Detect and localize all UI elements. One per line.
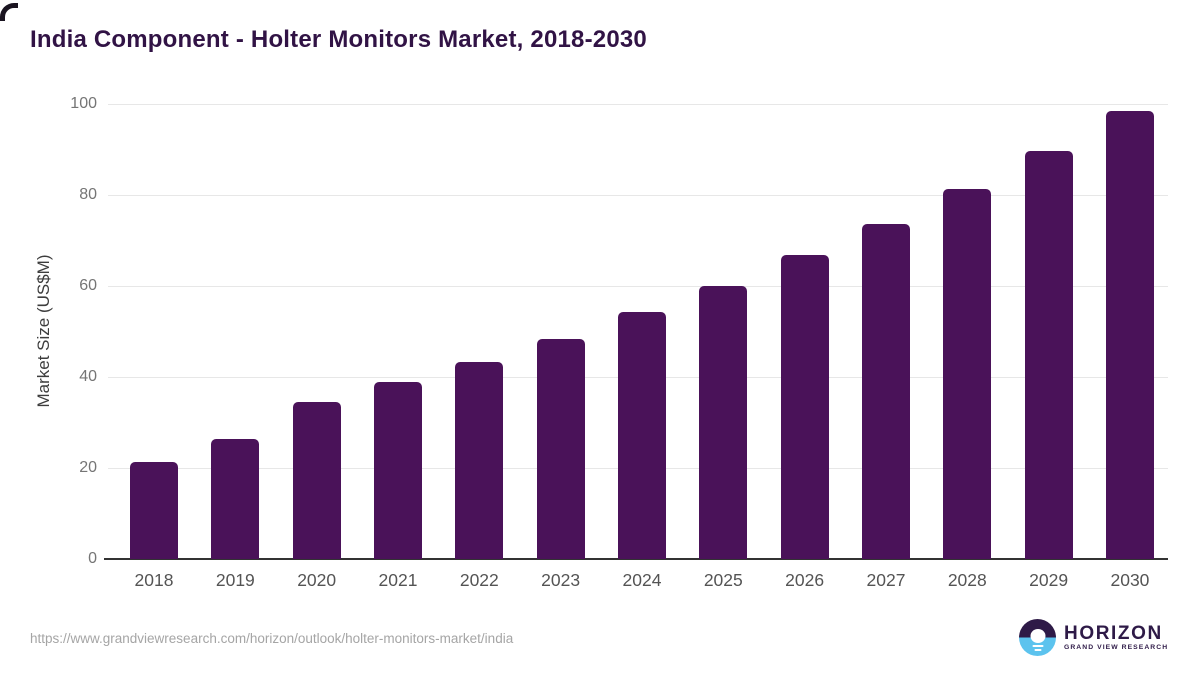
x-tick-label: 2027 bbox=[866, 570, 906, 590]
y-tick-label: 20 bbox=[79, 459, 97, 476]
horizon-logo: HORIZON GRAND VIEW RESEARCH bbox=[1019, 619, 1168, 656]
x-tick-label: 2028 bbox=[947, 570, 987, 590]
plot-area bbox=[104, 104, 1168, 560]
horizon-logo-icon bbox=[1019, 619, 1056, 656]
gridline bbox=[108, 286, 1168, 287]
y-tick-label: 0 bbox=[88, 550, 97, 567]
bar-2018 bbox=[130, 462, 178, 559]
bar-2028 bbox=[943, 188, 992, 559]
x-tick-label: 2018 bbox=[134, 570, 174, 590]
bar-2025 bbox=[699, 285, 748, 559]
x-tick-label: 2020 bbox=[297, 570, 337, 590]
y-tick-label: 100 bbox=[70, 95, 97, 112]
y-tick-label: 60 bbox=[79, 277, 97, 294]
x-tick-label: 2023 bbox=[541, 570, 581, 590]
bar-2019 bbox=[211, 438, 260, 559]
source-url: https://www.grandviewresearch.com/horizo… bbox=[30, 631, 514, 646]
corner-artifact bbox=[0, 3, 18, 21]
bar-2021 bbox=[373, 382, 422, 559]
x-axis-line bbox=[104, 558, 1168, 560]
bar-2030 bbox=[1105, 111, 1154, 559]
bar-2022 bbox=[455, 362, 504, 559]
x-tick-label: 2026 bbox=[785, 570, 825, 590]
x-tick-label: 2029 bbox=[1029, 570, 1069, 590]
logo-name: HORIZON bbox=[1064, 622, 1163, 644]
gridline bbox=[108, 104, 1168, 105]
x-tick-label: 2019 bbox=[215, 570, 255, 590]
bar-2027 bbox=[861, 223, 910, 559]
sun-icon bbox=[1030, 629, 1045, 643]
logo-tagline: GRAND VIEW RESEARCH bbox=[1064, 644, 1169, 652]
x-tick-label: 2030 bbox=[1110, 570, 1150, 590]
gridline bbox=[108, 195, 1168, 196]
y-tick-label: 40 bbox=[79, 368, 97, 385]
chart-title: India Component - Holter Monitors Market… bbox=[30, 26, 647, 53]
horizon-reflection-line bbox=[1034, 648, 1041, 651]
x-tick-label: 2021 bbox=[378, 570, 418, 590]
bar-2024 bbox=[617, 312, 666, 559]
bar-2029 bbox=[1024, 151, 1073, 559]
x-tick-label: 2025 bbox=[703, 570, 743, 590]
bar-2026 bbox=[780, 255, 829, 559]
logo-text: HORIZON GRAND VIEW RESEARCH bbox=[1064, 622, 1169, 652]
y-tick-label: 80 bbox=[79, 186, 97, 203]
x-tick-label: 2024 bbox=[622, 570, 662, 590]
bar-2023 bbox=[536, 338, 585, 559]
x-tick-label: 2022 bbox=[459, 570, 499, 590]
horizon-reflection-line bbox=[1032, 644, 1043, 647]
bar-2020 bbox=[292, 402, 341, 559]
